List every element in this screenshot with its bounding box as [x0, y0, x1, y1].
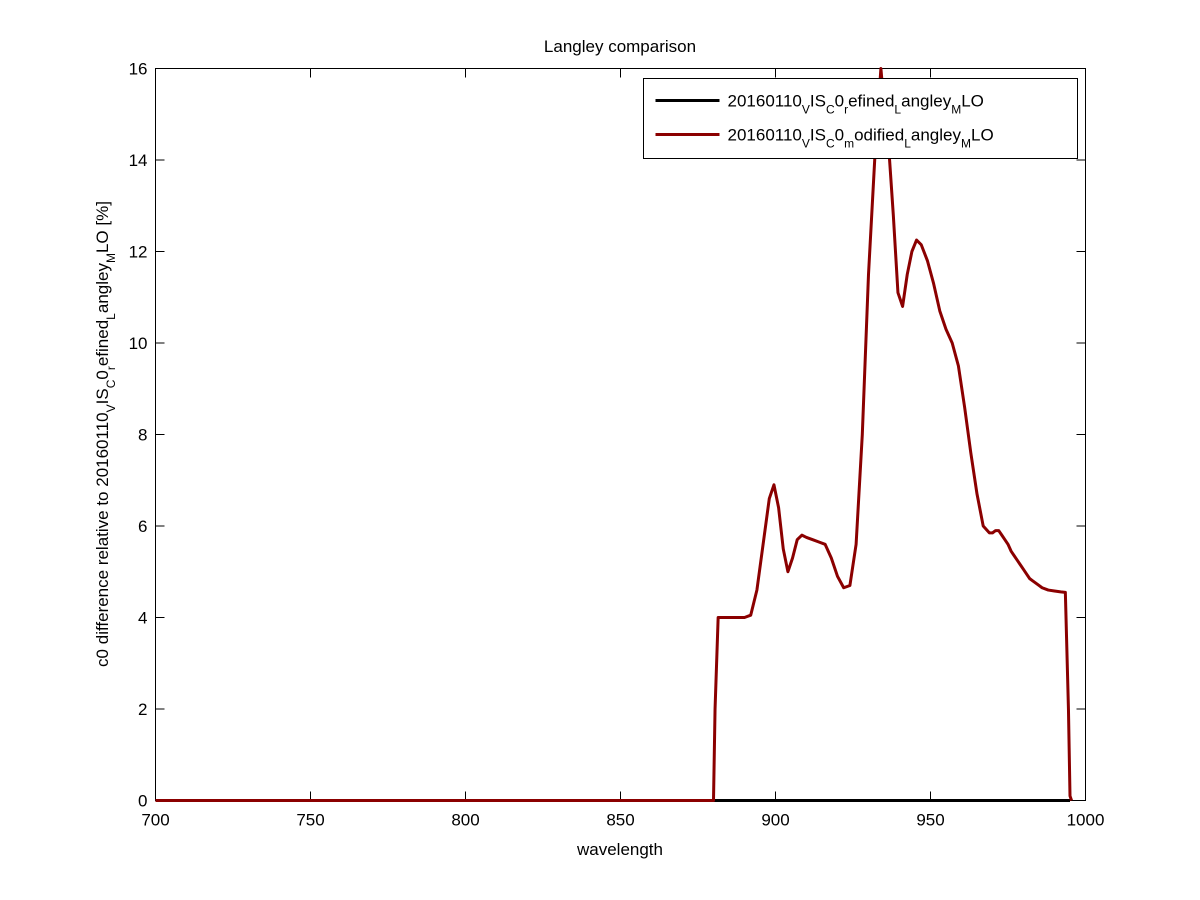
x-tick-label: 900 — [761, 811, 789, 830]
x-axis-label: wavelength — [576, 840, 663, 859]
legend-label: 20160110VISC0modifiedLangleyMLO — [728, 126, 994, 151]
x-axis: 700 750 800 850 900 950 1000 — [141, 68, 1105, 830]
legend-box — [643, 78, 1078, 159]
x-tick-label: 750 — [296, 811, 324, 830]
y-tick-label: 14 — [129, 151, 148, 170]
y-tick-label: 0 — [138, 792, 147, 811]
legend: 20160110VISC0refinedLangleyMLO 20160110VI… — [643, 78, 1078, 159]
y-tick-label: 10 — [129, 334, 148, 353]
x-tick-label: 1000 — [1067, 811, 1105, 830]
x-tick-label: 850 — [606, 811, 634, 830]
y-tick-label: 2 — [138, 700, 147, 719]
legend-label: 20160110VISC0refinedLangleyMLO — [728, 92, 984, 117]
x-tick-label: 800 — [451, 811, 479, 830]
y-tick-label: 6 — [138, 517, 147, 536]
x-tick-label: 700 — [141, 811, 169, 830]
series-lines — [155, 67, 1073, 802]
y-tick-label: 16 — [129, 60, 148, 79]
y-tick-label: 8 — [138, 426, 147, 445]
chart-title: Langley comparison — [544, 37, 696, 56]
series-line-2 — [155, 67, 1073, 802]
x-tick-label: 950 — [916, 811, 944, 830]
plot-area — [155, 68, 1086, 801]
y-tick-label: 12 — [129, 243, 148, 262]
y-tick-label: 4 — [138, 609, 147, 628]
y-axis: 0 2 4 6 8 10 12 14 16 — [129, 60, 1086, 811]
y-axis-label: c0 difference relative to 20160110VISC0r… — [93, 201, 118, 667]
